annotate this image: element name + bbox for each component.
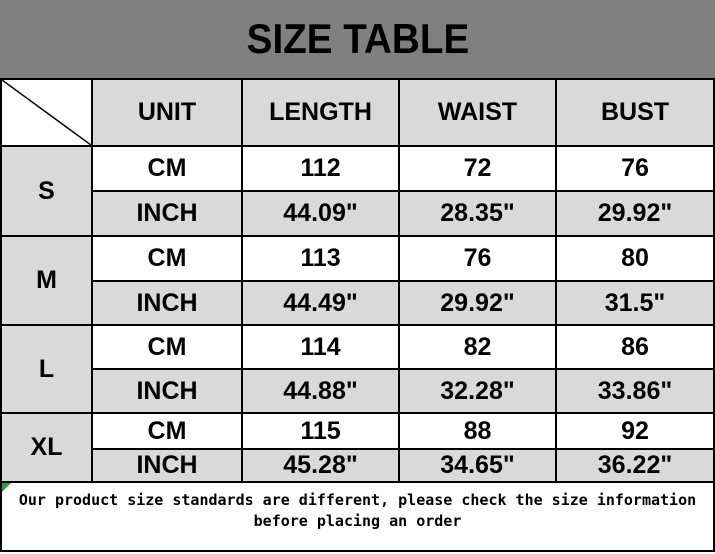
diagonal-divider-icon [2, 80, 91, 145]
unit-cell: CM [93, 326, 243, 370]
size-label-s: S [2, 147, 93, 237]
size-label-xl: XL [2, 414, 93, 483]
value-cell: 72 [400, 147, 557, 192]
footer-note-line2: before placing an order [253, 512, 462, 530]
unit-cell: INCH [93, 370, 243, 414]
value-cell: 31.5" [557, 282, 715, 326]
header-bust: BUST [557, 80, 715, 147]
footer-note: Our product size standards are different… [0, 481, 715, 552]
value-cell: 44.49" [243, 282, 400, 326]
unit-cell: INCH [93, 192, 243, 237]
value-cell: 86 [557, 326, 715, 370]
value-cell: 92 [557, 414, 715, 450]
value-cell: 112 [243, 147, 400, 192]
value-cell: 44.88" [243, 370, 400, 414]
corner-cell [2, 80, 93, 147]
value-cell: 34.65" [400, 450, 557, 483]
value-cell: 80 [557, 237, 715, 282]
header-length: LENGTH [243, 80, 400, 147]
unit-cell: INCH [93, 282, 243, 326]
value-cell: 29.92" [557, 192, 715, 237]
value-cell: 36.22" [557, 450, 715, 483]
value-cell: 28.35" [400, 192, 557, 237]
unit-cell: CM [93, 237, 243, 282]
value-cell: 113 [243, 237, 400, 282]
value-cell: 29.92" [400, 282, 557, 326]
value-cell: 32.28" [400, 370, 557, 414]
value-cell: 88 [400, 414, 557, 450]
value-cell: 76 [557, 147, 715, 192]
size-label-m: M [2, 237, 93, 326]
value-cell: 82 [400, 326, 557, 370]
unit-cell: CM [93, 414, 243, 450]
unit-cell: CM [93, 147, 243, 192]
header-unit: UNIT [93, 80, 243, 147]
value-cell: 76 [400, 237, 557, 282]
value-cell: 33.86" [557, 370, 715, 414]
header-waist: WAIST [400, 80, 557, 147]
page-title: SIZE TABLE [246, 15, 469, 62]
size-label-l: L [2, 326, 93, 414]
value-cell: 45.28" [243, 450, 400, 483]
cell-flag-icon [2, 483, 11, 492]
size-table: UNIT LENGTH WAIST BUST S CM 112 72 76 IN… [0, 78, 715, 483]
title-banner: SIZE TABLE [0, 0, 715, 78]
value-cell: 114 [243, 326, 400, 370]
value-cell: 115 [243, 414, 400, 450]
footer-note-line1: Our product size standards are different… [18, 491, 697, 509]
value-cell: 44.09" [243, 192, 400, 237]
unit-cell: INCH [93, 450, 243, 483]
